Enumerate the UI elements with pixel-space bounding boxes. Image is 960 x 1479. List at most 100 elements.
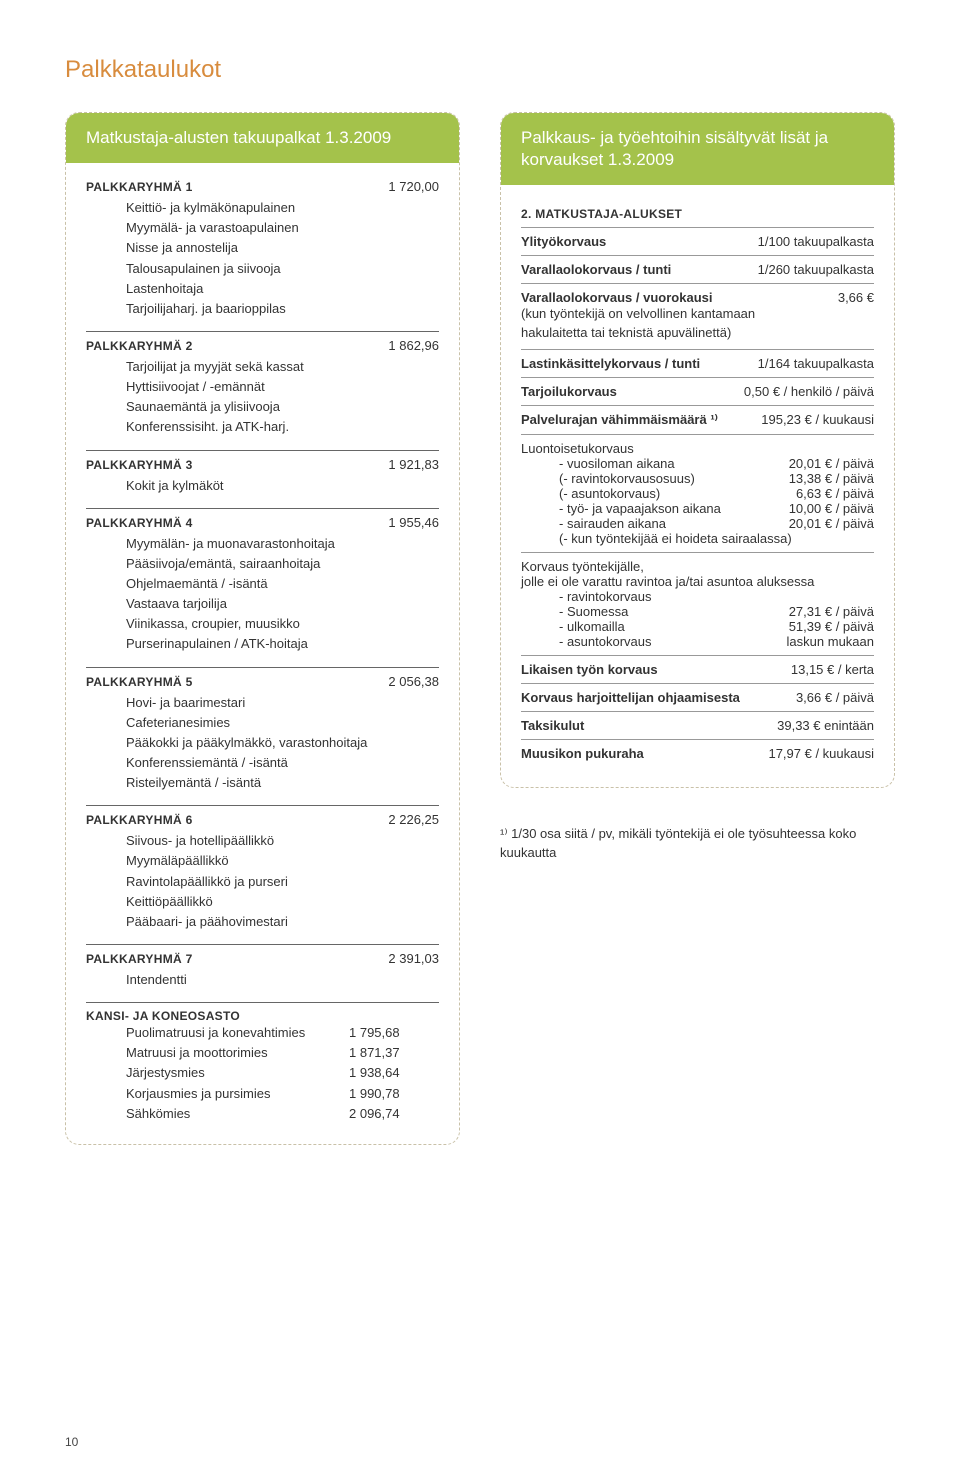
group-value: 2 226,25 — [388, 812, 439, 827]
group-name: PALKKARYHMÄ 3 — [86, 458, 193, 472]
kansi-value: 1 938,64 — [349, 1063, 439, 1083]
list-item: Pääbaari- ja päähovimestari — [126, 912, 439, 932]
row-label: Korvaus harjoittelijan ohjaamisesta — [521, 690, 776, 705]
list-item: Keittiö- ja kylmäkönapulainen — [126, 198, 439, 218]
row-value: 39,33 € enintään — [777, 718, 874, 733]
varalla-row: Varallaolokorvaus / vuorokausi(kun työnt… — [521, 283, 874, 349]
row-label: Lastinkäsittelykorvaus / tunti — [521, 356, 738, 371]
table-row: Likaisen työn korvaus13,15 € / kerta — [521, 655, 874, 683]
list-item: Vastaava tarjoilija — [126, 594, 439, 614]
group-name: PALKKARYHMÄ 4 — [86, 516, 193, 530]
group-items: Tarjoilijat ja myyjät sekä kassatHyttisi… — [126, 357, 439, 438]
row-label: Likaisen työn korvaus — [521, 662, 771, 677]
luonto-row: (- asuntokorvaus)6,63 € / päivä — [559, 486, 874, 501]
table-row: Taksikulut 39,33 € enintään — [521, 711, 874, 739]
list-item: Hovi- ja baarimestari — [126, 693, 439, 713]
group-items: Siivous- ja hotellipäällikköMyymäläpääll… — [126, 831, 439, 932]
left-box-header: Matkustaja-alusten takuupalkat 1.3.2009 — [66, 113, 459, 163]
kansi-label: Puolimatruusi ja konevahtimies — [126, 1023, 349, 1043]
kansi-row: Sähkömies2 096,74 — [126, 1104, 439, 1124]
list-item: Ohjelmaemäntä / -isäntä — [126, 574, 439, 594]
group-value: 2 391,03 — [388, 951, 439, 966]
luonto-label: - sairauden aikana — [559, 516, 666, 531]
right-box: Palkkaus- ja työehtoihin sisältyvät lisä… — [500, 112, 895, 788]
list-item: Lastenhoitaja — [126, 279, 439, 299]
row-label: Varallaolokorvaus / tunti — [521, 262, 738, 277]
group-name: PALKKARYHMÄ 1 — [86, 180, 193, 194]
korvaus-sub: jolle ei ole varattu ravintoa ja/tai asu… — [521, 574, 874, 589]
row-value: 3,66 € / päivä — [796, 690, 874, 705]
right-box-header: Palkkaus- ja työehtoihin sisältyvät lisä… — [501, 113, 894, 185]
row-label: Taksikulut — [521, 718, 757, 733]
kansi-label: Korjausmies ja pursimies — [126, 1084, 349, 1104]
table-row: Palvelurajan vähimmäismäärä ¹⁾ 195,23 € /… — [521, 405, 874, 434]
footnote: ¹⁾ 1/30 osa siitä / pv, mikäli työntekij… — [500, 824, 895, 863]
list-item: Cafeterianesimies — [126, 713, 439, 733]
salary-group: PALKKARYHMÄ 1 1 720,00 Keittiö- ja kylmäkö… — [86, 179, 439, 319]
table-row: Varallaolokorvaus / tunti1/260 takuupalk… — [521, 255, 874, 283]
salary-group: PALKKARYHMÄ 3 1 921,83 Kokit ja kylmäköt — [86, 450, 439, 496]
row-label: Ylityökorvaus — [521, 234, 738, 249]
asunto-row: - asuntokorvauslaskun mukaan — [559, 634, 874, 649]
list-item: Saunaemäntä ja ylisiivooja — [126, 397, 439, 417]
luonto-tail: (- kun työntekijää ei hoideta sairaalass… — [559, 531, 874, 546]
list-item: Kokit ja kylmäköt — [126, 476, 439, 496]
row-value: 1/100 takuupalkasta — [758, 234, 874, 249]
row-value: 195,23 € / kuukausi — [761, 412, 874, 427]
list-item: Siivous- ja hotellipäällikkö — [126, 831, 439, 851]
group-value: 1 720,00 — [388, 179, 439, 194]
ravinto-label: - ravintokorvaus — [559, 589, 874, 604]
table-row: Lastinkäsittelykorvaus / tunti1/164 taku… — [521, 349, 874, 377]
group-name: PALKKARYHMÄ 2 — [86, 339, 193, 353]
group-value: 1 921,83 — [388, 457, 439, 472]
kansi-row: Järjestysmies1 938,64 — [126, 1063, 439, 1083]
korvaus-title: Korvaus työntekijälle, — [521, 559, 874, 574]
table-row: Korvaus harjoittelijan ohjaamisesta 3,66 … — [521, 683, 874, 711]
row-value: 3,66 € — [838, 290, 874, 305]
salary-group: PALKKARYHMÄ 6 2 226,25 Siivous- ja hotelli… — [86, 805, 439, 932]
kansi-section: KANSI- JA KONEOSASTOPuolimatruusi ja kon… — [86, 1002, 439, 1124]
row-value: 0,50 € / henkilö / päivä — [744, 384, 874, 399]
luonto-row: - työ- ja vapaajakson aikana10,00 € / pä… — [559, 501, 874, 516]
salary-group: PALKKARYHMÄ 7 2 391,03 Intendentti — [86, 944, 439, 990]
luonto-block: Luontoisetukorvaus- vuosiloman aikana20,… — [521, 434, 874, 552]
luonto-label: - työ- ja vapaajakson aikana — [559, 501, 721, 516]
kansi-value: 1 871,37 — [349, 1043, 439, 1063]
list-item: Viinikassa, croupier, muusikko — [126, 614, 439, 634]
luonto-title: Luontoisetukorvaus — [521, 441, 874, 456]
korvaus-row-value: 51,39 € / päivä — [789, 619, 874, 634]
table-row: Muusikon pukuraha17,97 € / kuukausi — [521, 739, 874, 767]
row-value: 17,97 € / kuukausi — [768, 746, 874, 761]
luonto-label: (- asuntokorvaus) — [559, 486, 660, 501]
korvaus-row-value: 27,31 € / päivä — [789, 604, 874, 619]
group-name: PALKKARYHMÄ 6 — [86, 813, 193, 827]
kansi-title: KANSI- JA KONEOSASTO — [86, 1009, 439, 1023]
list-item: Pääsiivoja/emäntä, sairaanhoitaja — [126, 554, 439, 574]
kansi-row: Korjausmies ja pursimies1 990,78 — [126, 1084, 439, 1104]
kansi-row: Matruusi ja moottorimies1 871,37 — [126, 1043, 439, 1063]
kansi-label: Matruusi ja moottorimies — [126, 1043, 349, 1063]
kansi-row: Puolimatruusi ja konevahtimies1 795,68 — [126, 1023, 439, 1043]
group-items: Intendentti — [126, 970, 439, 990]
list-item: Hyttisiivoojat / -emännät — [126, 377, 439, 397]
list-item: Konferenssisiht. ja ATK-harj. — [126, 417, 439, 437]
luonto-row: (- ravintokorvausosuus)13,38 € / päivä — [559, 471, 874, 486]
luonto-row: - sairauden aikana20,01 € / päivä — [559, 516, 874, 531]
asunto-label: - asuntokorvaus — [559, 634, 652, 649]
list-item: Myymälä- ja varastoapulainen — [126, 218, 439, 238]
group-name: PALKKARYHMÄ 7 — [86, 952, 193, 966]
salary-group: PALKKARYHMÄ 2 1 862,96 Tarjoilijat ja myyj… — [86, 331, 439, 438]
row-label: Tarjoilukorvaus — [521, 384, 724, 399]
salary-group: PALKKARYHMÄ 41 955,46Myymälän- ja muonav… — [86, 508, 439, 655]
group-items: Keittiö- ja kylmäkönapulainenMyymälä- ja… — [126, 198, 439, 319]
luonto-label: (- ravintokorvausosuus) — [559, 471, 695, 486]
row-label: Varallaolokorvaus / vuorokausi(kun työnt… — [521, 290, 818, 343]
list-item: Myymälän- ja muonavarastonhoitaja — [126, 534, 439, 554]
kansi-value: 2 096,74 — [349, 1104, 439, 1124]
group-value: 1 862,96 — [388, 338, 439, 353]
korvaus-row: - ulkomailla51,39 € / päivä — [559, 619, 874, 634]
table-row: Tarjoilukorvaus 0,50 € / henkilö / päivä — [521, 377, 874, 405]
group-value: 2 056,38 — [388, 674, 439, 689]
row-label: Palvelurajan vähimmäismäärä ¹⁾ — [521, 412, 741, 428]
list-item: Myymäläpäällikkö — [126, 851, 439, 871]
